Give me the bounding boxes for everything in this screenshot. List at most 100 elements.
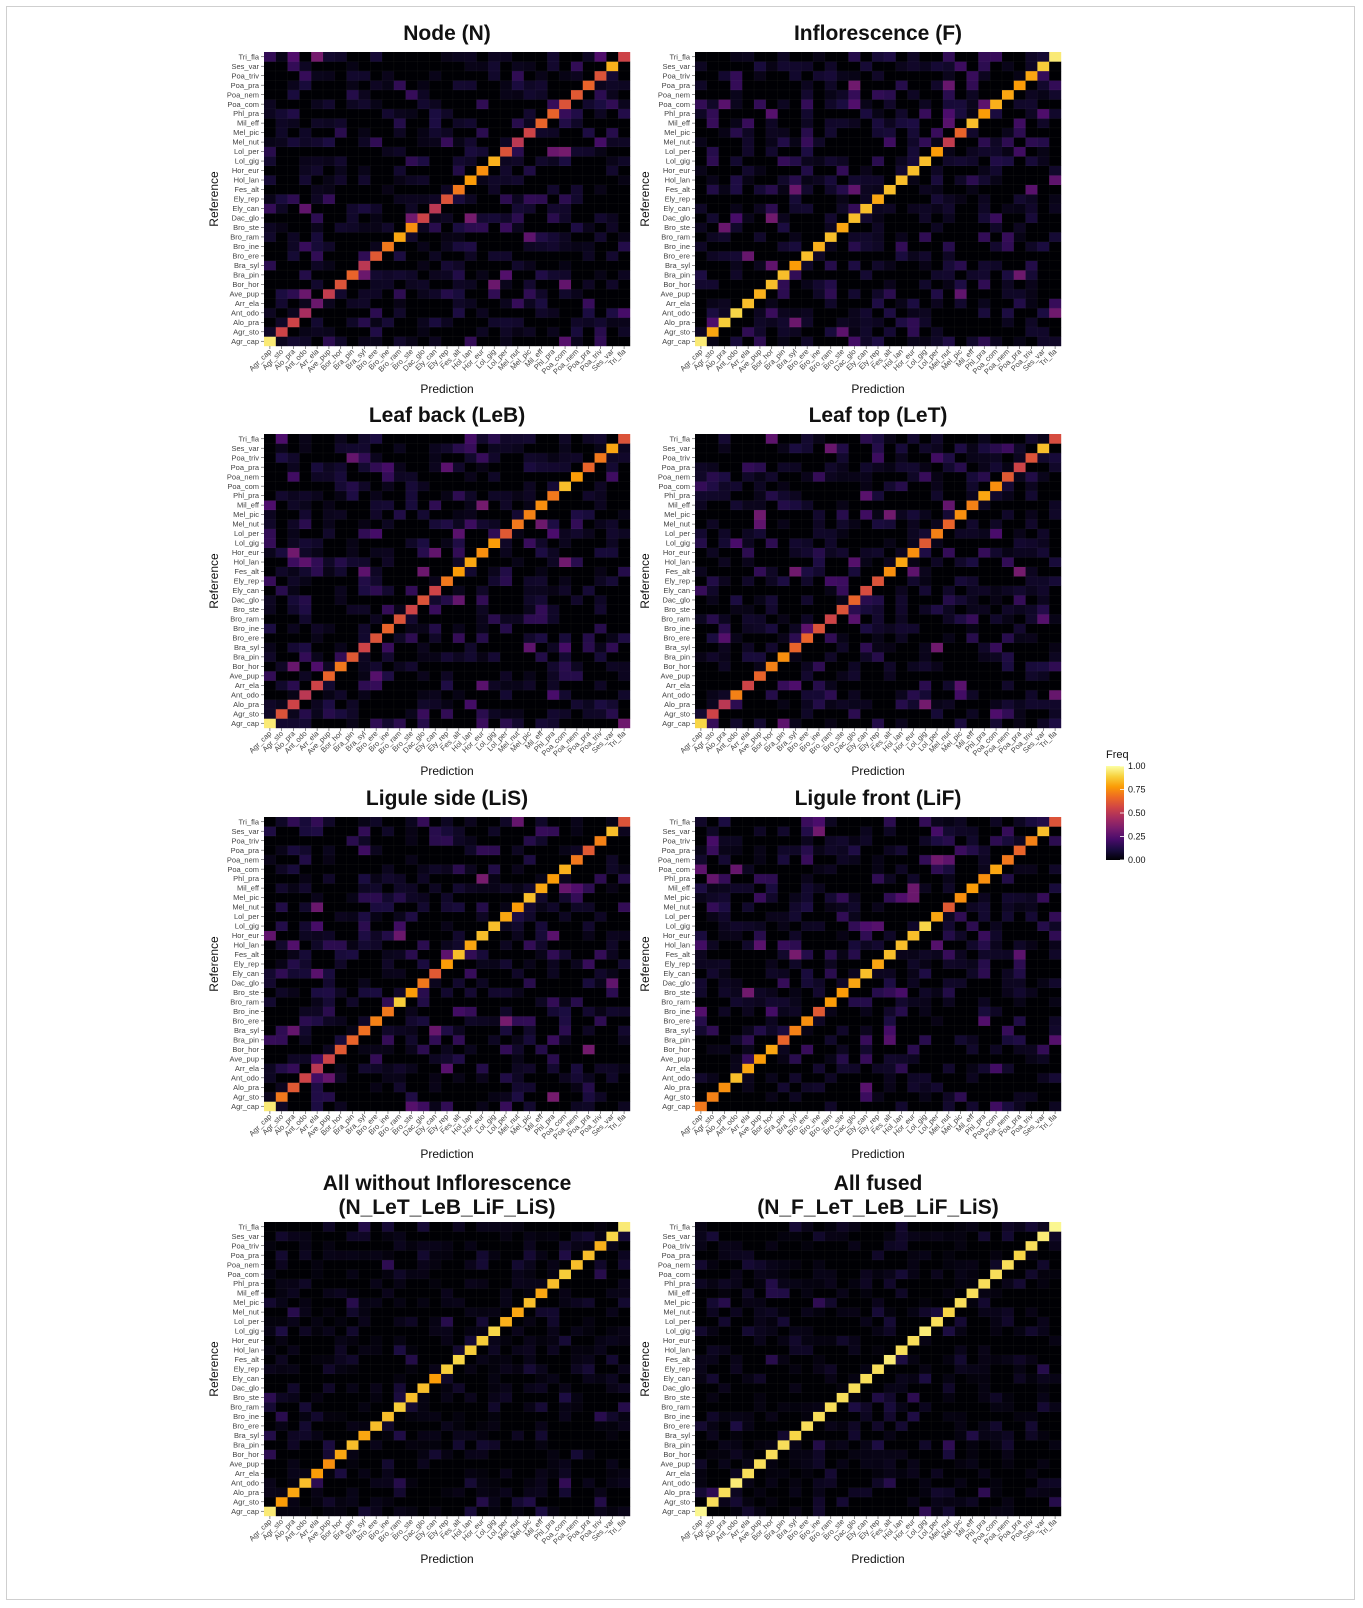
heatmap-cell [276, 557, 288, 567]
heatmap-cell [1049, 251, 1061, 261]
heatmap-cell [919, 700, 931, 710]
heatmap-cell [908, 567, 920, 577]
heatmap-cell [990, 90, 1002, 100]
heatmap-cell [837, 681, 849, 691]
heatmap-cell [311, 118, 323, 128]
heatmap-cell [919, 61, 931, 71]
heatmap-cell [288, 147, 300, 157]
heatmap-cell [571, 109, 583, 119]
heatmap-cell [1049, 614, 1061, 624]
heatmap-cell [967, 166, 979, 176]
heatmap-cell [370, 586, 382, 596]
heatmap-cell [583, 538, 595, 548]
heatmap-cell [488, 681, 500, 691]
heatmap-cell [512, 327, 524, 337]
heatmap-cell [896, 289, 908, 299]
heatmap-cell [872, 481, 884, 491]
panel-4: Leaf top (LeT)Agr_capAgr_stoAlo_praAnt_o… [638, 404, 1061, 778]
heatmap-cell [335, 453, 347, 463]
heatmap-cell-diagonal [813, 242, 825, 252]
heatmap-cell [536, 280, 548, 290]
heatmap-cell [730, 652, 742, 662]
heatmap-cell [789, 500, 801, 510]
heatmap-cell [606, 308, 618, 318]
heatmap-cell [990, 166, 1002, 176]
y-tick-label: Hol_lan [234, 176, 259, 185]
heatmap-cell [801, 538, 813, 548]
heatmap-cell [323, 567, 335, 577]
heatmap-cell [583, 453, 595, 463]
heatmap-cell [524, 586, 536, 596]
heatmap-cell [1002, 709, 1014, 719]
heatmap-cell [441, 337, 453, 347]
heatmap-cell [382, 128, 394, 138]
heatmap-cell [695, 280, 707, 290]
heatmap-cell [618, 1026, 630, 1036]
heatmap-cell [524, 166, 536, 176]
heatmap-cell [323, 327, 335, 337]
heatmap-cell [1037, 318, 1049, 328]
heatmap-cell [394, 1016, 406, 1026]
heatmap-cell [264, 614, 276, 624]
heatmap-cell [595, 1102, 607, 1112]
heatmap-cell [1002, 137, 1014, 147]
heatmap-cell [1002, 681, 1014, 691]
heatmap-cell [606, 232, 618, 242]
heatmap-cell [370, 1102, 382, 1112]
heatmap-cell [766, 462, 778, 472]
heatmap-cell [465, 280, 477, 290]
heatmap-cell [264, 1045, 276, 1055]
heatmap-cell [1049, 681, 1061, 691]
heatmap-cell [1002, 719, 1014, 729]
heatmap-cell [406, 1026, 418, 1036]
heatmap-cell [719, 299, 731, 309]
heatmap-cell [382, 223, 394, 233]
heatmap-cell [311, 529, 323, 539]
heatmap-cell [441, 1054, 453, 1064]
heatmap-cell [559, 1092, 571, 1102]
heatmap-cell [1049, 510, 1061, 520]
y-tick-label: Ant_odo [662, 690, 690, 699]
heatmap-cell [559, 472, 571, 482]
heatmap-cell [872, 80, 884, 90]
heatmap-cell [559, 997, 571, 1007]
heatmap-cell [465, 71, 477, 81]
heatmap-cell [801, 147, 813, 157]
heatmap-cell [967, 251, 979, 261]
heatmap-cell [943, 99, 955, 109]
heatmap-cell [547, 1007, 559, 1017]
heatmap-cell [512, 1083, 524, 1093]
heatmap-cell [512, 1007, 524, 1017]
heatmap-cell-diagonal [707, 709, 719, 719]
heatmap-cell-diagonal [955, 510, 967, 520]
heatmap-cell [500, 586, 512, 596]
heatmap-cell [264, 1064, 276, 1074]
y-tick-label: Ely_can [232, 204, 259, 213]
heatmap-cell [429, 1073, 441, 1083]
heatmap-cell [967, 586, 979, 596]
heatmap-cell [264, 289, 276, 299]
heatmap-cell [778, 538, 790, 548]
heatmap-cell [837, 548, 849, 558]
panel-title: Inflorescence (F) [794, 22, 962, 45]
heatmap-cell [500, 337, 512, 347]
heatmap-cell [370, 280, 382, 290]
heatmap-cell [872, 118, 884, 128]
heatmap-cell [595, 318, 607, 328]
heatmap-cell [335, 1102, 347, 1112]
heatmap-cell [695, 251, 707, 261]
heatmap-cell [429, 681, 441, 691]
heatmap-cell [536, 605, 548, 615]
heatmap-cell [512, 185, 524, 195]
heatmap-cell [358, 61, 370, 71]
heatmap-cell [500, 1083, 512, 1093]
heatmap-cell [512, 500, 524, 510]
heatmap-cell [872, 308, 884, 318]
heatmap-cell [358, 80, 370, 90]
heatmap-cell [453, 223, 465, 233]
heatmap-cell [707, 308, 719, 318]
heatmap-cell [559, 1083, 571, 1093]
heatmap-cell [524, 1007, 536, 1017]
heatmap-cell [707, 481, 719, 491]
heatmap-cell [394, 61, 406, 71]
